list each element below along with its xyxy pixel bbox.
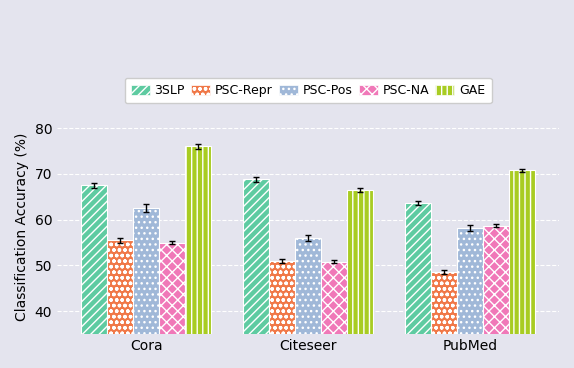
Legend: 3SLP, PSC-Repr, PSC-Pos, PSC-NA, GAE: 3SLP, PSC-Repr, PSC-Pos, PSC-NA, GAE bbox=[125, 78, 491, 103]
Bar bbox=[107, 240, 133, 368]
Bar bbox=[243, 179, 269, 368]
Bar bbox=[159, 243, 185, 368]
Bar bbox=[269, 261, 295, 368]
Bar bbox=[133, 208, 159, 368]
Bar bbox=[509, 170, 535, 368]
Y-axis label: Classification Accuracy (%): Classification Accuracy (%) bbox=[15, 132, 29, 321]
Bar bbox=[483, 226, 509, 368]
Bar bbox=[82, 185, 107, 368]
Bar bbox=[457, 228, 483, 368]
Bar bbox=[431, 272, 457, 368]
Bar bbox=[347, 190, 373, 368]
Bar bbox=[185, 146, 211, 368]
Bar bbox=[405, 203, 431, 368]
Bar bbox=[321, 262, 347, 368]
Bar bbox=[295, 238, 321, 368]
